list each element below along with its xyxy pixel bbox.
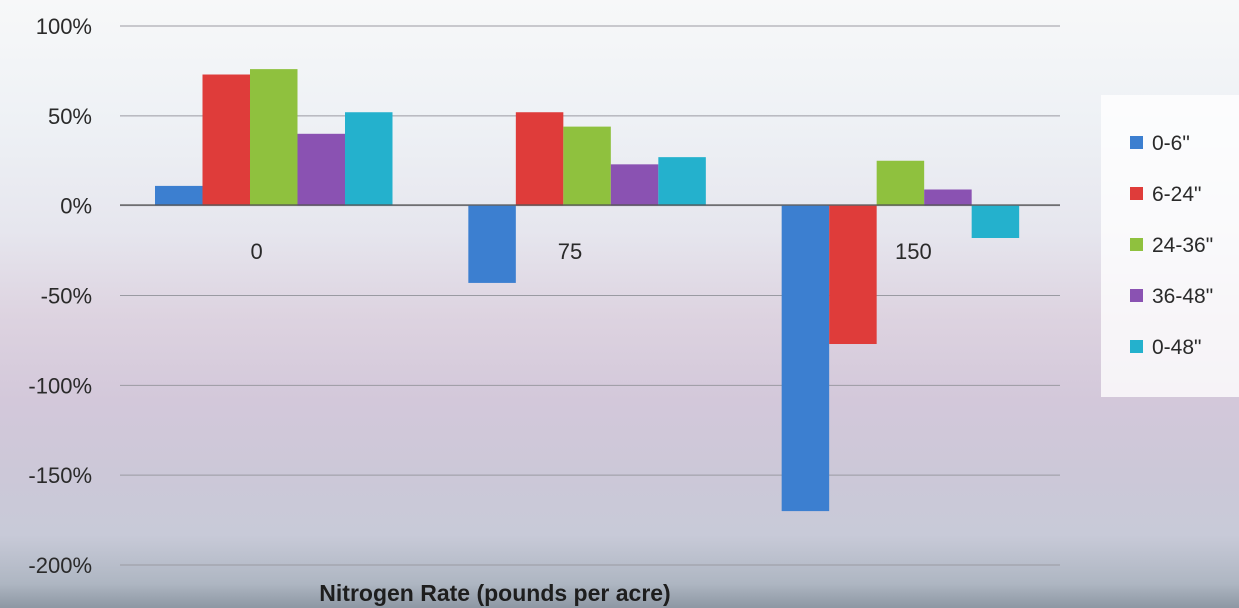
- legend-label: 0-6": [1152, 132, 1190, 155]
- bar: [202, 74, 250, 206]
- bar: [876, 160, 925, 206]
- legend-swatch: [1130, 340, 1143, 353]
- bar: [829, 205, 877, 345]
- bar: [610, 164, 659, 206]
- legend-label: 0-48": [1152, 336, 1202, 359]
- bar: [345, 112, 393, 206]
- x-axis-label: Nitrogen Rate (pounds per acre): [319, 580, 670, 606]
- bar: [563, 126, 611, 206]
- legend-box: [1101, 95, 1239, 397]
- bar: [924, 189, 972, 206]
- y-tick-label: -50%: [41, 284, 92, 309]
- bar: [971, 205, 1020, 239]
- legend-swatch: [1130, 187, 1143, 200]
- y-tick-label: -200%: [28, 553, 92, 578]
- bar: [658, 157, 706, 206]
- y-axis-ticks: 100% 50% 0% -50% -100% -150% -200%: [28, 14, 92, 578]
- legend-label: 6-24": [1152, 183, 1202, 206]
- x-category-label: 75: [558, 239, 582, 264]
- x-category-label: 0: [251, 239, 263, 264]
- legend-swatch: [1130, 136, 1143, 149]
- bar: [297, 133, 345, 206]
- legend-swatch: [1130, 238, 1143, 251]
- bar: [468, 205, 516, 283]
- legend-swatch: [1130, 289, 1143, 302]
- x-axis-categories: 0 75 150: [251, 239, 932, 264]
- y-tick-label: 50%: [48, 104, 92, 129]
- y-tick-label: -150%: [28, 463, 92, 488]
- x-category-label: 150: [895, 239, 932, 264]
- legend: 0-6" 6-24" 24-36" 36-48" 0-48": [1101, 95, 1239, 397]
- bar: [250, 69, 298, 206]
- legend-label: 24-36": [1152, 234, 1213, 257]
- y-tick-label: 0%: [60, 194, 92, 219]
- y-tick-label: -100%: [28, 373, 92, 398]
- bars: [155, 69, 1020, 512]
- bar: [781, 205, 830, 512]
- legend-label: 36-48": [1152, 285, 1213, 308]
- bar: [515, 112, 564, 206]
- y-tick-label: 100%: [36, 14, 92, 39]
- bar: [155, 185, 203, 206]
